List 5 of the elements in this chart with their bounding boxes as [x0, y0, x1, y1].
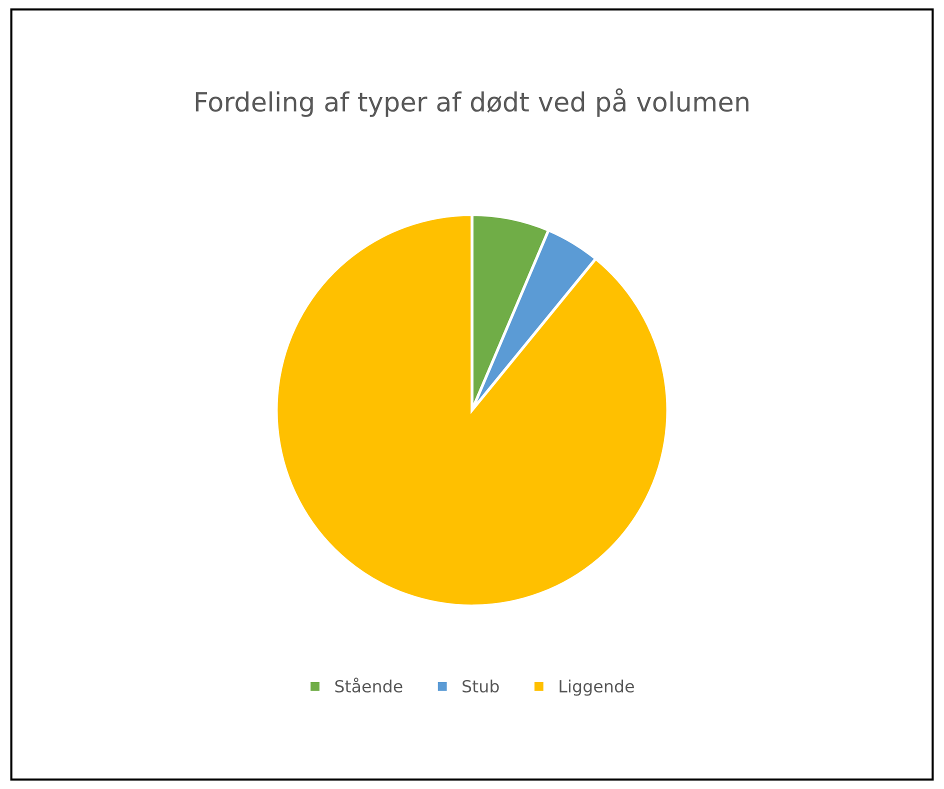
chart-title: Fordeling af typer af dødt ved på volumen [196, 88, 748, 117]
legend-label: Stående [335, 678, 402, 693]
legend-label: Liggende [560, 680, 634, 696]
pie-slice [274, 213, 670, 608]
legend-label: Stub [462, 680, 499, 693]
